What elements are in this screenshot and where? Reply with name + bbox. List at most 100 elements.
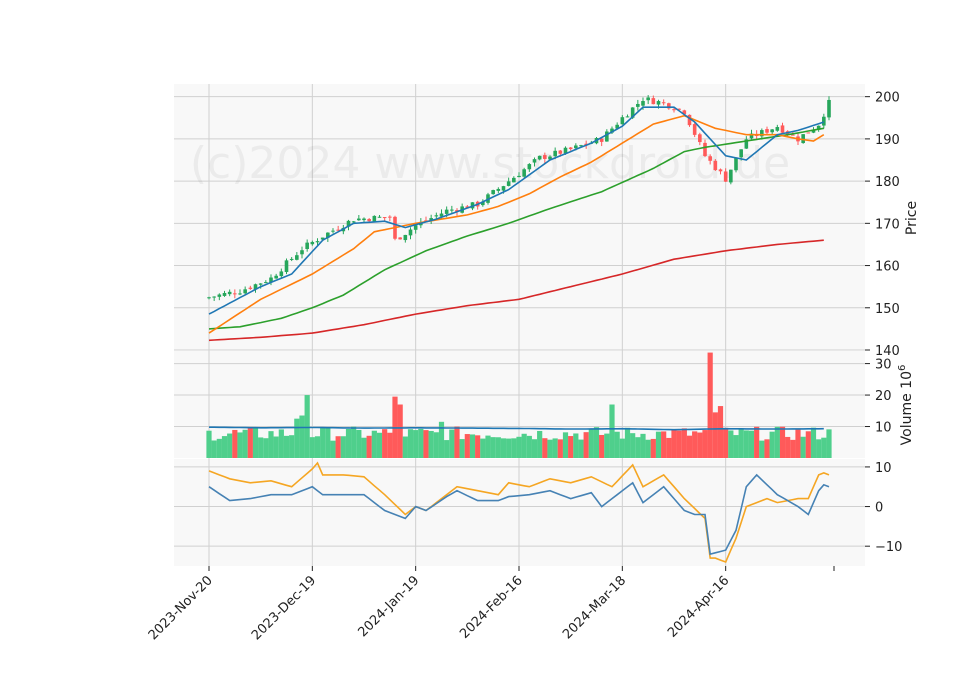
volume-bar xyxy=(252,428,259,458)
volume-bar xyxy=(371,430,377,458)
volume-bar xyxy=(516,436,522,458)
candle-body xyxy=(770,129,774,133)
candle-body xyxy=(625,116,630,118)
volume-bar xyxy=(692,431,698,458)
candle-body xyxy=(543,155,547,159)
volume-bar xyxy=(774,426,780,458)
candle-body xyxy=(207,297,211,299)
candle-body xyxy=(816,125,821,130)
volume-bar xyxy=(723,427,729,458)
candle-body xyxy=(703,142,707,157)
candle-body xyxy=(512,177,516,183)
volume-bar xyxy=(495,437,501,458)
volume-bar xyxy=(821,437,827,458)
volume-bar xyxy=(444,440,450,458)
volume-bar xyxy=(361,437,367,458)
candle-body xyxy=(610,128,614,133)
candle-body xyxy=(388,216,392,218)
candle-body xyxy=(217,294,222,297)
candle-body xyxy=(677,108,681,110)
candle-body xyxy=(517,175,521,178)
y-tick-label: 20 xyxy=(875,389,892,404)
volume-bar xyxy=(785,436,791,458)
volume-bar xyxy=(454,426,460,458)
candle-body xyxy=(527,164,532,170)
candle-body xyxy=(238,293,242,295)
candle-body xyxy=(620,117,625,125)
candle-body xyxy=(656,101,661,105)
candle-body xyxy=(429,218,433,221)
volume-bar xyxy=(640,433,646,458)
volume-bar xyxy=(232,429,238,458)
candle-body xyxy=(553,150,557,157)
volume-bar xyxy=(433,432,439,458)
volume-bar xyxy=(309,437,315,458)
candle-body xyxy=(698,134,702,143)
candle-body xyxy=(723,171,728,182)
volume-bar xyxy=(258,437,264,458)
volume-bar xyxy=(588,428,594,458)
volume-bar xyxy=(655,431,662,458)
y-tick-label: 0 xyxy=(875,501,883,516)
candle-body xyxy=(749,133,754,139)
y-tick-label: 140 xyxy=(875,344,900,359)
candle-body xyxy=(718,169,723,172)
candle-body xyxy=(708,156,712,161)
volume-bar xyxy=(449,429,455,458)
moving-average-short-line xyxy=(208,106,825,315)
candle-body xyxy=(305,242,309,250)
candle-body xyxy=(501,186,506,191)
candle-body xyxy=(222,292,227,296)
y-tick-label: 30 xyxy=(875,358,892,373)
candle-body xyxy=(537,155,542,160)
candle-body xyxy=(563,147,568,154)
y-tick-label: 190 xyxy=(875,133,900,148)
volume-bar xyxy=(506,438,512,458)
candle-body xyxy=(279,271,284,277)
price-axis-label: Price xyxy=(904,201,920,235)
candle-body xyxy=(744,139,749,149)
y-tick-label: 160 xyxy=(875,260,900,275)
candle-body xyxy=(739,149,743,158)
y-tick-label: 10 xyxy=(875,421,892,436)
candle-body xyxy=(367,219,371,222)
candle-body xyxy=(687,114,692,126)
volume-bar xyxy=(376,432,383,458)
volume-bar xyxy=(635,437,641,458)
x-tick-label: 2024-Mar-18 xyxy=(560,573,629,642)
volume-bar xyxy=(552,438,558,458)
volume-bar xyxy=(221,436,228,458)
candle-body xyxy=(212,296,216,298)
volume-bar xyxy=(702,430,708,458)
candle-body xyxy=(481,201,485,206)
volume-bar xyxy=(428,430,434,458)
candle-body xyxy=(346,220,351,227)
y-tick-label: 170 xyxy=(875,217,900,232)
candle-body xyxy=(248,287,253,289)
volume-bar xyxy=(242,429,248,458)
volume-bar xyxy=(769,431,775,458)
volume-bar xyxy=(593,427,600,458)
candle-body xyxy=(780,125,785,133)
candle-body xyxy=(760,130,764,137)
volume-bar xyxy=(707,352,713,458)
candle-body xyxy=(496,188,501,191)
candle-body xyxy=(253,284,258,290)
candle-body xyxy=(491,190,495,195)
volume-bar xyxy=(345,428,352,458)
volume-bar xyxy=(619,438,625,458)
candle-body xyxy=(269,277,273,283)
volume-bar xyxy=(671,429,677,458)
volume-bar xyxy=(526,435,532,458)
volume-bar xyxy=(459,439,465,458)
candle-body xyxy=(310,241,315,245)
watermark: (c)2024 www.stockdroid.de xyxy=(190,138,790,189)
volume-bar xyxy=(278,429,284,458)
candle-body xyxy=(734,157,738,171)
volume-axis-label-text: Volume 10 xyxy=(899,371,915,445)
candle-body xyxy=(413,225,418,230)
volume-bar xyxy=(418,428,424,458)
volume-bar xyxy=(237,432,243,458)
volume-bar xyxy=(464,434,470,458)
volume-bar xyxy=(469,434,476,458)
